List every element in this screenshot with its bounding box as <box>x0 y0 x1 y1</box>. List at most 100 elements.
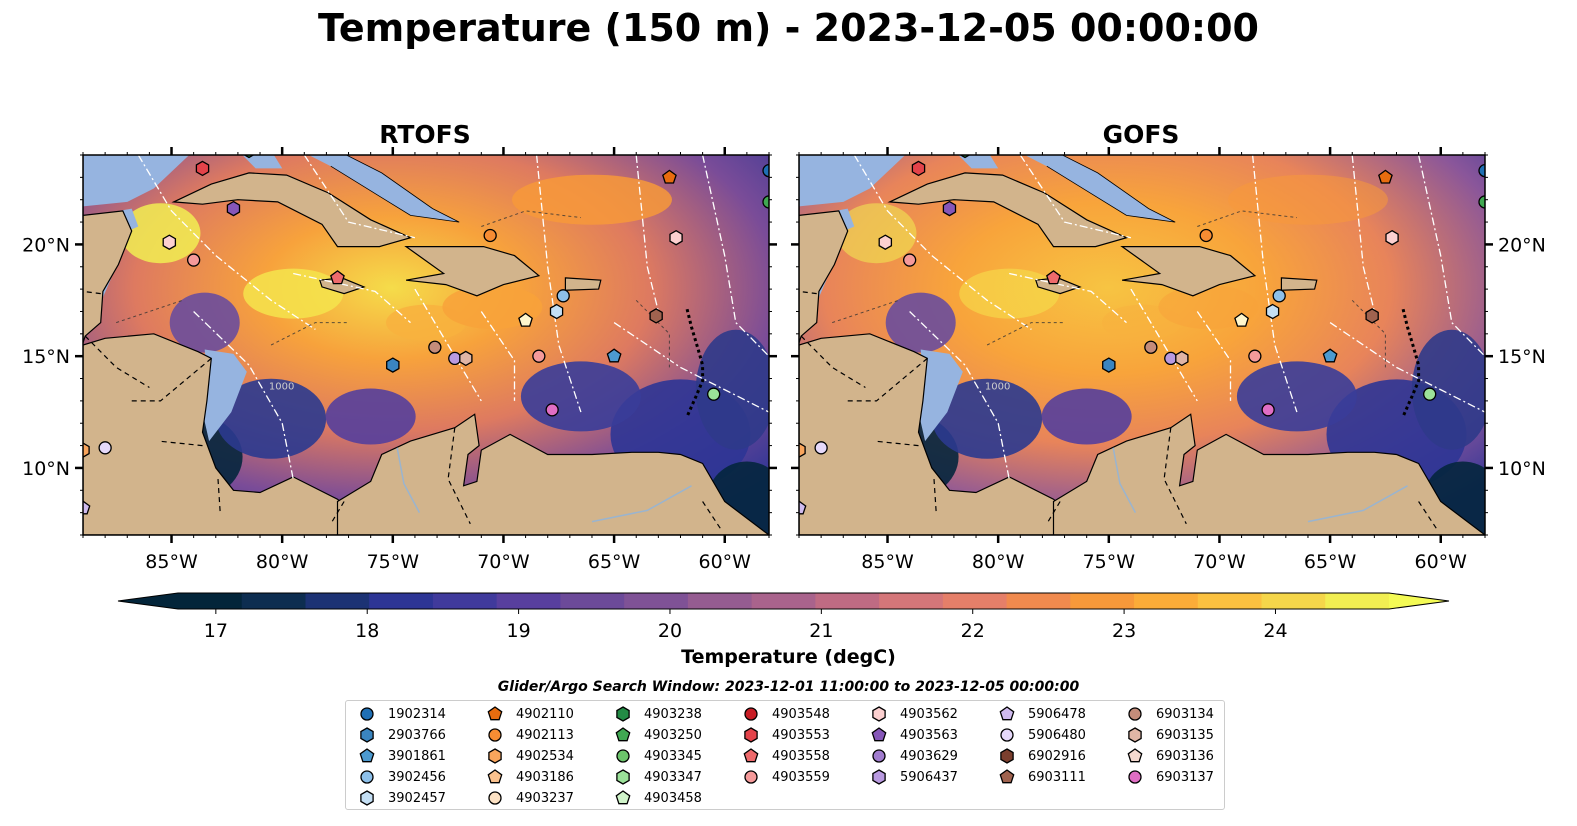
legend-marker-circle-icon <box>744 707 758 721</box>
platform-marker-hexagon <box>1175 350 1189 367</box>
legend-item-label: 3902457 <box>388 790 446 806</box>
legend-item: 4903237 <box>486 788 574 808</box>
legend-marker-hexagon-icon <box>488 748 502 764</box>
legend-item-label: 2903766 <box>388 727 446 743</box>
legend-item-label: 4902110 <box>516 706 574 722</box>
legend-marker-hexagon-icon <box>360 727 374 743</box>
colorbar-segment <box>1070 593 1135 609</box>
platform-marker-hexagon <box>669 229 683 246</box>
legend-item: 5906478 <box>998 704 1086 724</box>
map-panel-rtofs: 1000 <box>83 155 769 535</box>
platform-marker-circle <box>545 403 559 417</box>
bathymetry-contour-label: 1000 <box>269 382 294 393</box>
colorbar-segment <box>241 593 307 609</box>
platform-marker-circle <box>902 253 917 267</box>
legend-item-label: 1902314 <box>388 706 446 722</box>
colorbar-label: Temperature (degC) <box>681 646 896 668</box>
lat-tick-label: 15°N <box>1498 346 1546 368</box>
legend-marker-circle-icon <box>488 728 502 742</box>
legend-marker-pentagon-icon <box>615 727 631 742</box>
legend-marker-pentagon-icon <box>359 748 375 763</box>
legend-marker-pentagon-icon <box>999 706 1015 721</box>
legend-marker-pentagon-icon <box>615 790 631 805</box>
lon-tick-label: 80°W <box>256 551 309 573</box>
legend-item-label: 4903562 <box>900 706 958 722</box>
colorbar-segment <box>1261 593 1326 609</box>
platform-marker-circle <box>707 387 721 401</box>
legend-marker-pentagon-icon <box>487 769 503 784</box>
platform-marker-pentagon <box>1378 169 1393 184</box>
legend-item-label: 6902916 <box>1028 748 1086 764</box>
legend-item-label: 4903558 <box>772 748 830 764</box>
legend-item: 4903345 <box>614 746 702 766</box>
platform-marker-circle <box>762 195 769 209</box>
colorbar-tick-label: 19 <box>507 620 531 642</box>
legend-marker-circle-icon <box>1128 707 1142 721</box>
legend-marker-pentagon-icon <box>1127 748 1143 763</box>
legend-item-label: 6903136 <box>1156 748 1214 764</box>
platform-marker-hexagon <box>911 160 926 177</box>
platform-marker-pentagon <box>330 270 345 285</box>
colorbar-under-arrow <box>118 593 178 609</box>
legend-item: 3901861 <box>358 746 446 766</box>
platform-marker-hexagon <box>942 200 957 217</box>
lon-tick-label: 85°W <box>145 551 198 573</box>
platform-marker-hexagon <box>549 303 564 320</box>
legend-marker-hexagon-icon <box>872 706 886 722</box>
legend-marker-circle-icon <box>1000 728 1014 742</box>
legend-item: 4903629 <box>870 746 958 766</box>
platform-marker-hexagon <box>162 234 177 250</box>
legend-item-label: 6903135 <box>1156 727 1214 743</box>
legend-marker-circle-icon <box>488 791 502 805</box>
legend-marker-hexagon-icon <box>616 706 630 722</box>
colorbar-segment <box>1006 593 1071 609</box>
legend-item: 6902916 <box>998 746 1086 766</box>
colorbar-tick-label: 23 <box>1112 620 1136 642</box>
legend-item: 5906437 <box>870 767 958 787</box>
legend-item: 6903137 <box>1126 767 1214 787</box>
legend-item: 4903563 <box>870 725 958 745</box>
lon-tick-label: 80°W <box>972 551 1025 573</box>
lat-tick-label: 20°N <box>1498 234 1546 256</box>
legend-item: 4903250 <box>614 725 702 745</box>
legend-item-label: 3902456 <box>388 769 446 785</box>
legend-item: 4902113 <box>486 725 574 745</box>
colorbar-over-arrow <box>1389 593 1449 609</box>
legend-marker-pentagon-icon <box>743 748 759 763</box>
platform-marker-hexagon <box>1365 308 1379 324</box>
map-frame <box>82 154 770 536</box>
platform-marker-circle <box>1261 403 1275 417</box>
legend-item: 2903766 <box>358 725 446 745</box>
lat-tick-label: 20°N <box>22 234 70 256</box>
platform-marker-pentagon <box>799 500 807 515</box>
platform-marker-hexagon <box>1102 357 1116 373</box>
platform-marker-circle <box>98 441 112 455</box>
platform-marker-circle <box>1478 195 1485 209</box>
colorbar-tick-label: 18 <box>355 620 379 642</box>
platform-marker-circle <box>1423 387 1437 401</box>
platform-marker-circle <box>1164 351 1178 366</box>
legend-item: 4903548 <box>742 704 830 724</box>
legend-item: 1902314 <box>358 704 446 724</box>
colorbar-segment <box>879 593 944 609</box>
legend-item-label: 4903629 <box>900 748 958 764</box>
platform-marker-pentagon <box>83 500 91 515</box>
colorbar-segment <box>305 593 370 609</box>
lon-tick-label: 60°W <box>699 551 752 573</box>
platform-marker-circle <box>1144 340 1158 354</box>
platform-marker-circle <box>1248 349 1262 363</box>
colorbar-segment <box>1134 593 1199 609</box>
colorbar-segment <box>496 593 562 609</box>
legend-marker-pentagon-icon <box>999 769 1015 784</box>
colorbar-segment <box>815 593 880 609</box>
legend-marker-circle-icon <box>360 707 374 721</box>
legend-item: 5906480 <box>998 725 1086 745</box>
lat-tick-label: 15°N <box>22 346 70 368</box>
platform-marker-circle <box>448 351 462 366</box>
panel-title-gofs: GOFS <box>1102 120 1180 149</box>
legend-item-label: 4902534 <box>516 748 574 764</box>
legend-item: 4903458 <box>614 788 702 808</box>
platform-marker-hexagon <box>195 160 210 177</box>
lon-tick-label: 75°W <box>1083 551 1136 573</box>
